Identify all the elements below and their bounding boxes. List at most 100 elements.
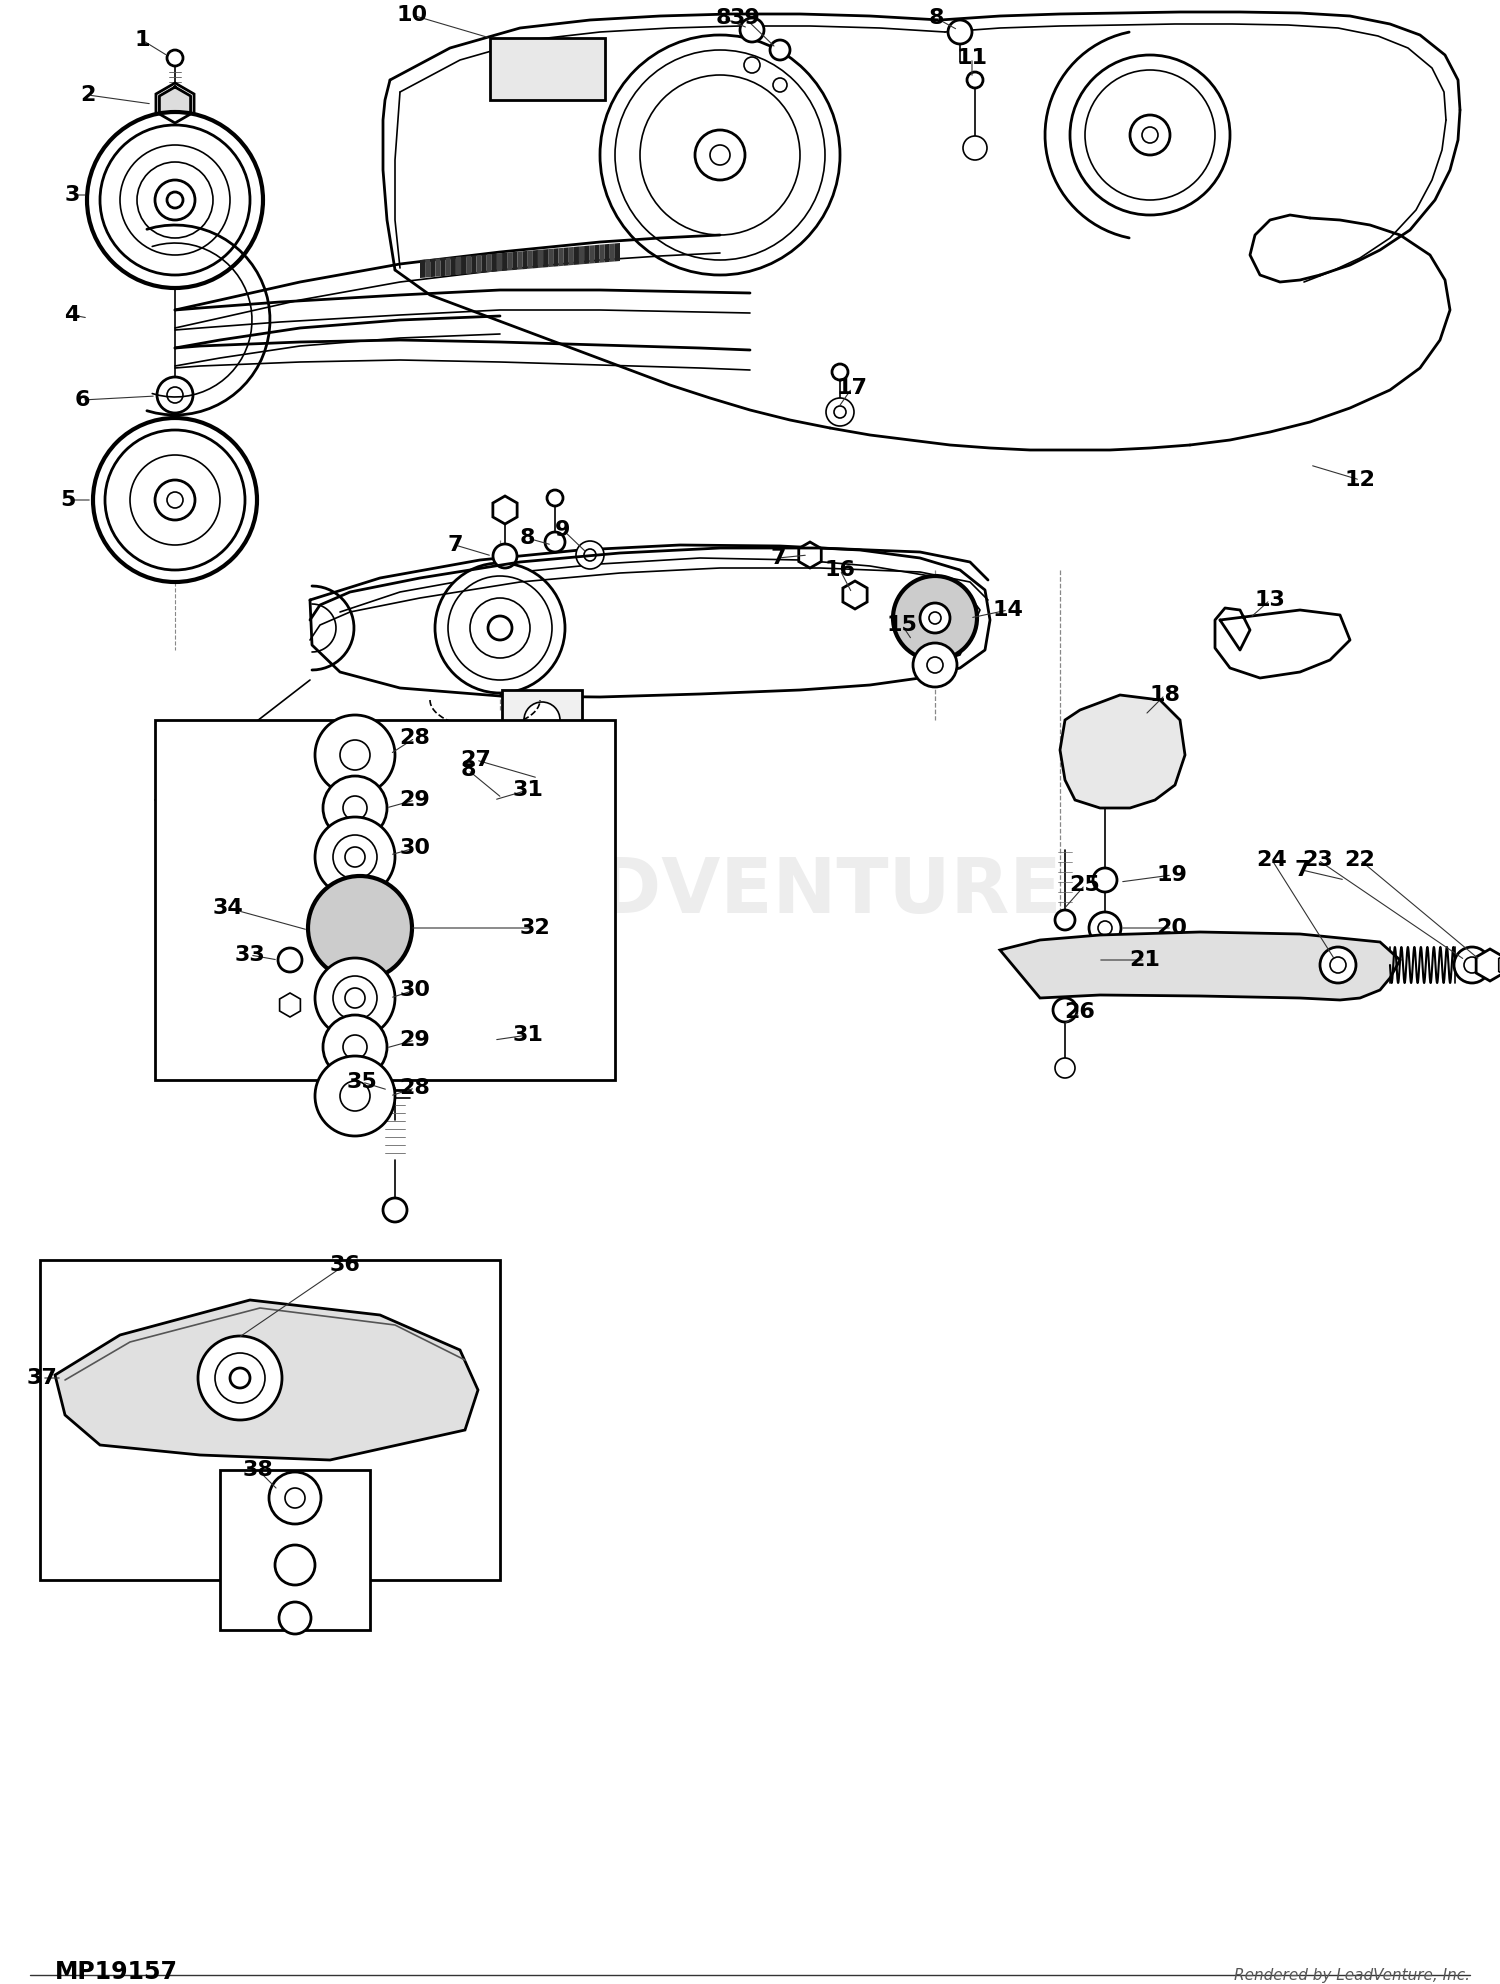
Text: 34: 34	[213, 899, 243, 919]
Circle shape	[1089, 913, 1120, 944]
Polygon shape	[466, 256, 471, 274]
Circle shape	[285, 1488, 304, 1508]
Text: 7: 7	[447, 536, 462, 556]
Circle shape	[772, 77, 788, 91]
Circle shape	[615, 50, 825, 260]
Polygon shape	[1000, 932, 1400, 1000]
Circle shape	[345, 988, 364, 1008]
Text: 8: 8	[716, 8, 730, 28]
Polygon shape	[609, 244, 615, 262]
Text: 10: 10	[396, 6, 427, 26]
Text: 6: 6	[74, 391, 90, 411]
Bar	[490, 38, 604, 99]
Circle shape	[544, 532, 566, 552]
Polygon shape	[159, 87, 190, 123]
Polygon shape	[456, 256, 460, 276]
Text: 20: 20	[1156, 919, 1188, 938]
Circle shape	[274, 1546, 315, 1585]
Polygon shape	[460, 256, 466, 274]
Circle shape	[154, 480, 195, 520]
Circle shape	[333, 976, 376, 1020]
Circle shape	[120, 145, 230, 256]
Polygon shape	[420, 260, 424, 278]
Circle shape	[1053, 998, 1077, 1022]
Polygon shape	[494, 496, 517, 524]
Text: 3: 3	[64, 185, 80, 204]
Circle shape	[448, 575, 552, 681]
Circle shape	[968, 71, 982, 87]
Text: 8: 8	[928, 8, 944, 28]
Polygon shape	[430, 258, 435, 278]
Polygon shape	[528, 250, 532, 270]
Circle shape	[928, 611, 940, 625]
Polygon shape	[532, 250, 538, 268]
Polygon shape	[543, 250, 548, 268]
Circle shape	[166, 387, 183, 403]
Circle shape	[340, 740, 370, 770]
Circle shape	[640, 75, 800, 234]
Text: 32: 32	[519, 919, 550, 938]
Circle shape	[315, 958, 394, 1038]
Text: 30: 30	[399, 980, 430, 1000]
Circle shape	[584, 550, 596, 561]
Text: 7: 7	[1294, 859, 1310, 881]
Circle shape	[1330, 956, 1346, 972]
Bar	[154, 720, 615, 1079]
Circle shape	[834, 407, 846, 419]
Circle shape	[1054, 1057, 1076, 1077]
Polygon shape	[538, 250, 543, 268]
Circle shape	[154, 181, 195, 220]
Circle shape	[927, 657, 944, 673]
Circle shape	[1130, 115, 1170, 155]
Polygon shape	[554, 248, 558, 266]
Bar	[503, 690, 582, 748]
Polygon shape	[482, 254, 486, 272]
Circle shape	[600, 36, 840, 276]
Polygon shape	[1060, 694, 1185, 807]
Text: MP19157: MP19157	[56, 1960, 178, 1984]
Bar	[40, 1260, 500, 1579]
Text: 1: 1	[135, 30, 150, 50]
Text: 21: 21	[1130, 950, 1161, 970]
Polygon shape	[156, 83, 194, 127]
Circle shape	[214, 1353, 266, 1403]
Circle shape	[166, 50, 183, 65]
Circle shape	[488, 615, 512, 641]
Text: 36: 36	[330, 1256, 360, 1276]
Polygon shape	[518, 252, 522, 270]
Circle shape	[524, 702, 560, 738]
Circle shape	[158, 377, 194, 413]
Text: 25: 25	[1070, 875, 1101, 895]
Text: 22: 22	[1344, 849, 1376, 871]
Polygon shape	[503, 252, 507, 272]
Polygon shape	[843, 581, 867, 609]
Text: 28: 28	[399, 1077, 430, 1097]
Text: 8: 8	[519, 528, 534, 548]
Circle shape	[87, 111, 262, 288]
Circle shape	[345, 847, 364, 867]
Polygon shape	[279, 994, 300, 1018]
Circle shape	[333, 835, 376, 879]
Circle shape	[548, 490, 562, 506]
Circle shape	[166, 492, 183, 508]
Text: 4: 4	[64, 306, 80, 325]
Circle shape	[315, 1055, 394, 1137]
Polygon shape	[604, 244, 609, 262]
Circle shape	[744, 58, 760, 73]
Circle shape	[470, 597, 530, 659]
Polygon shape	[584, 246, 590, 264]
Bar	[220, 1470, 370, 1631]
Text: 24: 24	[1257, 849, 1287, 871]
Circle shape	[166, 192, 183, 208]
Text: Rendered by LeadVenture, Inc.: Rendered by LeadVenture, Inc.	[1234, 1968, 1470, 1982]
Circle shape	[279, 1601, 310, 1635]
Polygon shape	[600, 244, 604, 262]
Circle shape	[770, 40, 790, 60]
Text: 8: 8	[460, 760, 476, 780]
Circle shape	[1084, 69, 1215, 200]
Circle shape	[530, 788, 554, 811]
Text: 18: 18	[1149, 684, 1180, 704]
Circle shape	[833, 363, 848, 381]
Text: 13: 13	[1254, 589, 1286, 609]
Circle shape	[278, 948, 302, 972]
